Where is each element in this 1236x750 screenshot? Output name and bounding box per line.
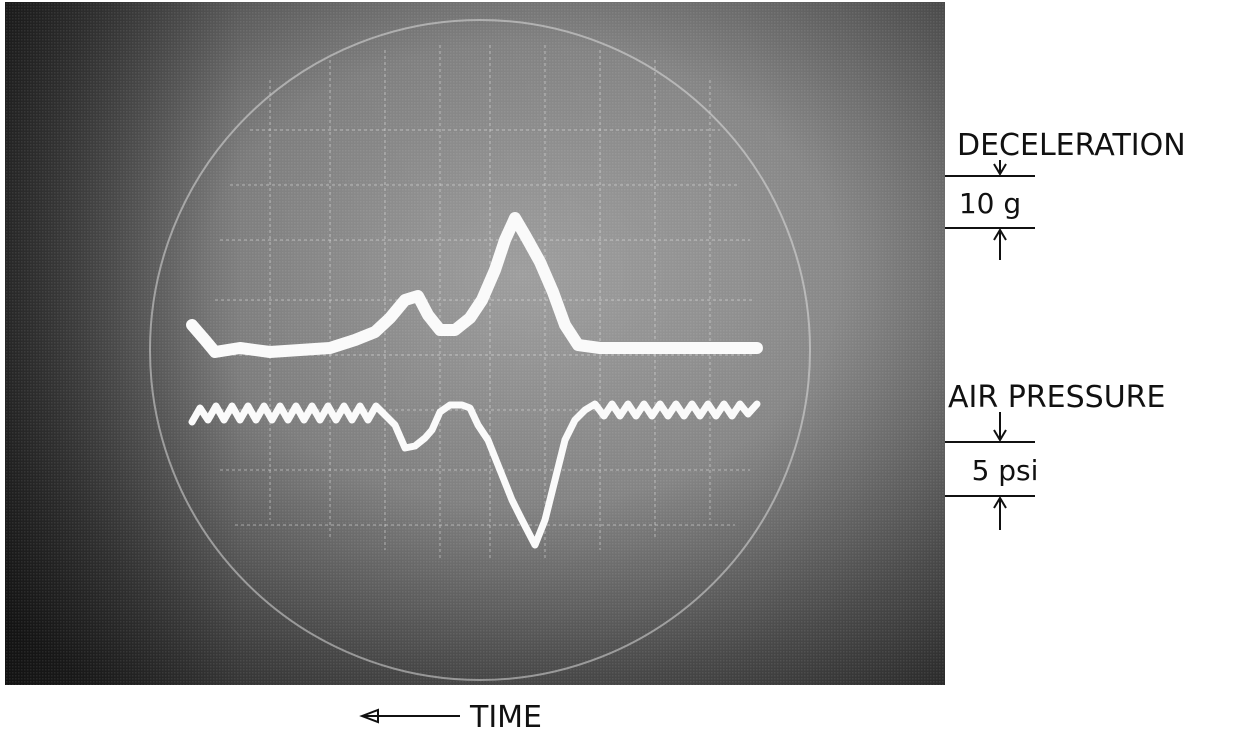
time-label: TIME	[469, 700, 542, 735]
scale-title: AIR PRESSURE	[948, 380, 1166, 415]
air-pressure-trace	[188, 400, 761, 549]
arrow-down	[993, 412, 1007, 442]
scale-value: 10 g	[959, 187, 1021, 220]
oscilloscope-photo	[5, 2, 945, 685]
arrow-down	[993, 160, 1007, 176]
scale-title: DECELERATION	[957, 128, 1186, 163]
time-axis: TIME	[359, 700, 542, 735]
air-pressure-scale: AIR PRESSURE 5 psi	[945, 380, 1166, 530]
arrow-up	[993, 496, 1007, 530]
deceleration-trace	[186, 212, 763, 358]
deceleration-scale: DECELERATION 10 g	[945, 128, 1186, 260]
screen-rim	[149, 19, 811, 681]
arrow-up	[993, 228, 1007, 260]
time-arrow	[359, 708, 460, 724]
scale-value: 5 psi	[972, 454, 1039, 487]
